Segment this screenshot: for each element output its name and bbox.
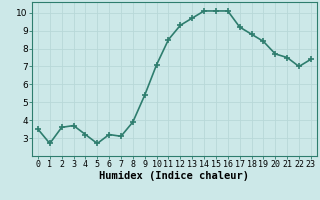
X-axis label: Humidex (Indice chaleur): Humidex (Indice chaleur) <box>100 171 249 181</box>
